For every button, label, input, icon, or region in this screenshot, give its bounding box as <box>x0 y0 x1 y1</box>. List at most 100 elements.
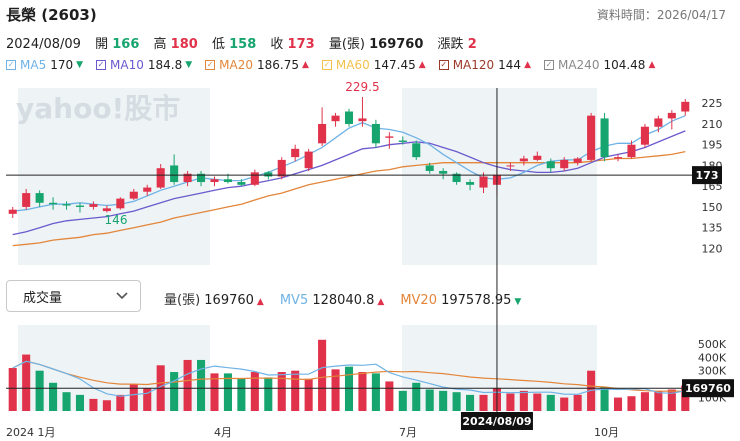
volume-bar <box>466 394 475 411</box>
ma-legend-ma60[interactable]: ✓ MA60 147.45 ▲ <box>321 58 426 72</box>
quote-volume: 量(張) 169760 <box>329 37 424 52</box>
volume-bar <box>102 400 111 411</box>
ma-legend-ma5[interactable]: ✓ MA5 170 ▼ <box>6 58 83 72</box>
checkbox-icon[interactable]: ✓ <box>205 60 216 70</box>
checkbox-icon[interactable]: ✓ <box>321 60 332 70</box>
candle-body <box>291 148 300 158</box>
candle-body <box>237 182 246 185</box>
candle-body <box>371 123 380 144</box>
crosshair-date-box <box>460 412 533 430</box>
arrow-down-icon: ▼ <box>185 60 193 70</box>
volume-bar <box>116 394 125 411</box>
candle-body <box>89 204 98 207</box>
ma-name: MA60 <box>335 58 370 72</box>
candle-body <box>264 172 273 177</box>
candle-body <box>681 101 690 112</box>
ma5-line <box>12 115 686 212</box>
ma-legend-ma120[interactable]: ✓ MA120 144 ▲ <box>438 58 531 72</box>
volume-bar <box>681 385 690 411</box>
candle-body <box>49 202 58 205</box>
volume-legend-item: MV20 197578.95 ▼ <box>400 293 521 308</box>
volume-bar <box>264 377 273 411</box>
arrow-up-icon: ▲ <box>648 60 656 70</box>
volume-bar <box>143 388 152 411</box>
ma-legend-ma10[interactable]: ✓ MA10 184.8 ▼ <box>96 58 192 72</box>
volume-bar <box>129 384 138 411</box>
candle-body <box>412 143 421 158</box>
arrow-down-icon: ▼ <box>514 297 522 307</box>
candle-body <box>129 191 138 199</box>
candle-body <box>398 140 407 142</box>
data-time: 資料時間：2026/04/17 <box>597 6 726 23</box>
volume-tick-label: 300K <box>698 365 727 378</box>
volume-indicator-select[interactable]: 成交量 <box>6 280 141 312</box>
checkbox-icon[interactable]: ✓ <box>96 60 107 70</box>
volume-bar <box>371 373 380 411</box>
quote-high-label: 高 <box>153 37 167 52</box>
candle-body <box>102 208 111 212</box>
volume-bar <box>237 378 246 411</box>
volume-bar <box>75 394 85 411</box>
ma-legend-ma20[interactable]: ✓ MA20 186.75 ▲ <box>205 58 309 72</box>
candle-body <box>170 165 179 183</box>
ma-value: 104.48 <box>603 58 646 72</box>
volume-bar <box>439 390 448 411</box>
candle-body <box>533 155 542 160</box>
checkbox-icon[interactable]: ✓ <box>543 60 554 70</box>
candle-body <box>223 179 232 183</box>
volume-bar <box>331 369 340 411</box>
yahoo-watermark: yahoo!股市 <box>16 92 180 125</box>
volume-bar <box>452 392 461 411</box>
candle-body <box>385 136 394 138</box>
checkbox-icon[interactable]: ✓ <box>438 60 449 70</box>
ma-name: MA240 <box>557 58 600 72</box>
candle-body <box>600 118 609 158</box>
volume-bar <box>8 368 17 411</box>
crosshair-price-label: 173 <box>696 169 719 182</box>
volume-bar <box>560 397 569 411</box>
ma-legend-ma240[interactable]: ✓ MA240 104.48 ▲ <box>543 58 656 72</box>
candle-body <box>156 168 165 188</box>
volume-bar <box>170 372 179 411</box>
price-tick-label: 135 <box>702 222 723 235</box>
quote-open-label: 開 <box>95 37 109 52</box>
volume-bar <box>533 393 542 411</box>
ma20-line <box>12 150 686 247</box>
volume-bar <box>89 398 98 411</box>
volume-bar <box>519 390 528 411</box>
candle-body <box>75 205 85 207</box>
price-tick-label: 150 <box>702 201 723 214</box>
volume-bar <box>654 390 663 411</box>
x-axis-label: 7月 <box>399 426 417 439</box>
arrow-down-icon: ▼ <box>76 60 84 70</box>
volume-bar <box>223 373 232 411</box>
stock-title: 長榮 (2603) <box>6 6 97 24</box>
candle-body <box>116 198 125 209</box>
volume-bar <box>412 382 421 411</box>
candle-body <box>613 157 623 159</box>
high-price-label: 229.5 <box>345 80 379 94</box>
quote-low-label: 低 <box>211 37 225 52</box>
candle-body <box>587 115 596 160</box>
arrow-up-icon: ▲ <box>256 297 264 307</box>
quote-open: 開 166 <box>95 37 139 52</box>
volume-bar <box>667 389 676 411</box>
quote-date: 2024/08/09 <box>6 37 81 52</box>
ma-value: 186.75 <box>257 58 299 72</box>
quote-high: 高 180 <box>154 37 198 52</box>
volume-legend: 量(張) 169760 ▲ MV5 128040.8 ▲ MV20 197578.95 ▼ <box>164 289 537 308</box>
candle-body <box>640 126 649 145</box>
arrow-up-icon: ▲ <box>377 297 385 307</box>
volume-legend-name: MV5 <box>279 293 313 308</box>
checkbox-icon[interactable]: ✓ <box>6 60 16 70</box>
candle-body <box>304 151 313 169</box>
candle-body <box>35 193 44 203</box>
ma-name: MA10 <box>110 58 144 72</box>
quote-change-label: 漲跌 <box>437 37 464 52</box>
candle-body <box>425 165 434 171</box>
candle-body <box>143 187 152 192</box>
chevron-down-icon <box>116 292 128 300</box>
ma10-line <box>12 130 686 236</box>
quote-high-value: 180 <box>170 37 198 52</box>
